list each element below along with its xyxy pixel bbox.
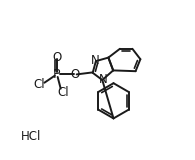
- Text: O: O: [52, 51, 61, 64]
- Text: HCl: HCl: [21, 130, 41, 143]
- Text: P: P: [53, 68, 60, 81]
- Text: O: O: [70, 68, 80, 81]
- Text: Cl: Cl: [57, 85, 69, 99]
- Text: N: N: [91, 54, 100, 67]
- Text: N: N: [98, 73, 107, 86]
- Text: Cl: Cl: [34, 78, 45, 91]
